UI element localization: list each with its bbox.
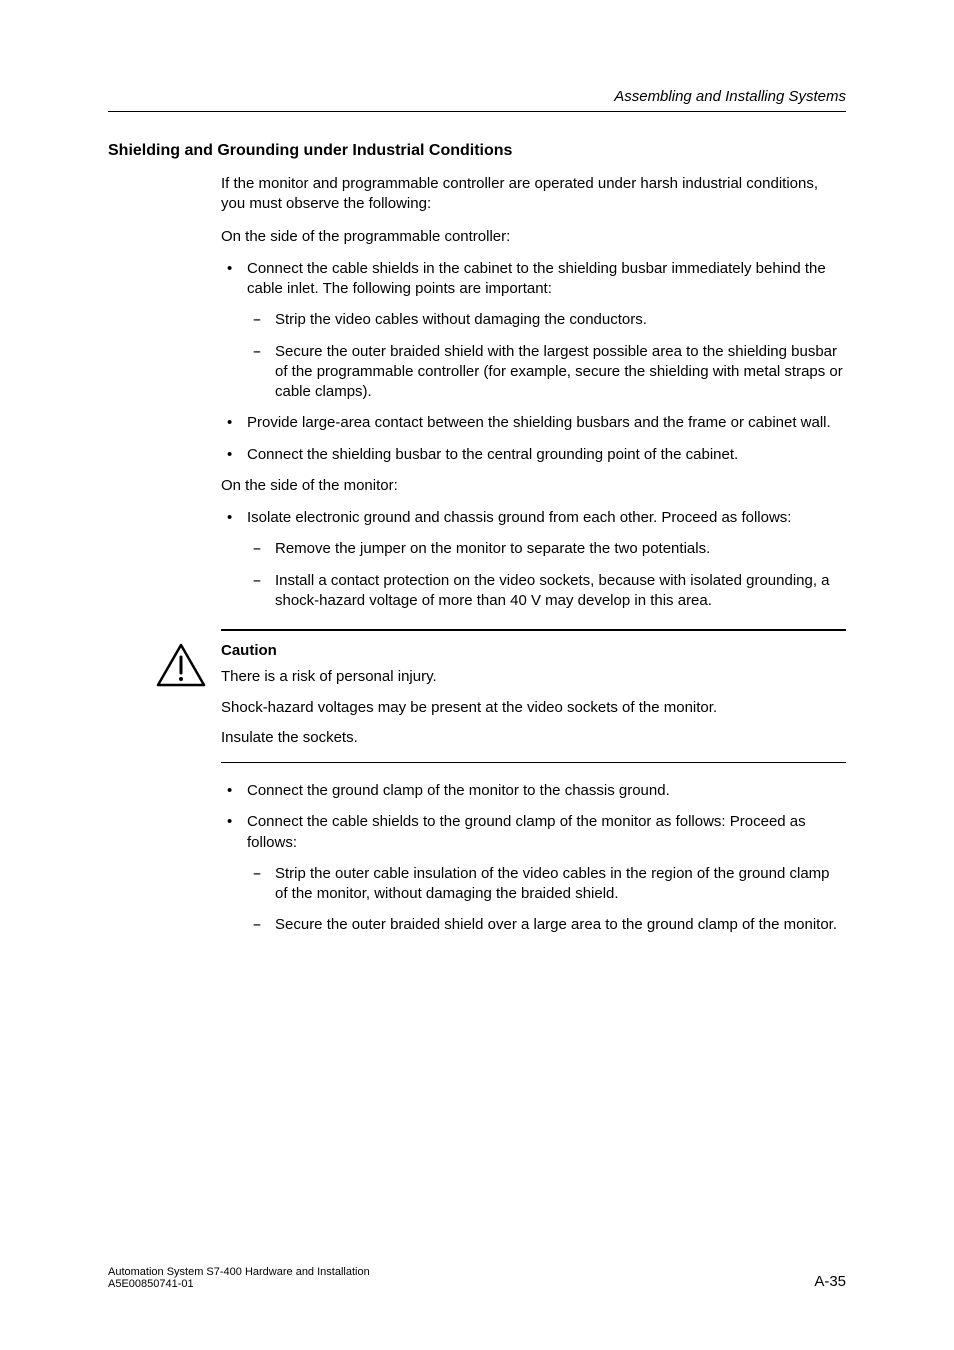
list-item: Strip the outer cable insulation of the … <box>247 864 846 905</box>
warning-icon <box>156 643 206 692</box>
running-header: Assembling and Installing Systems <box>108 88 846 105</box>
list-item: Install a contact protection on the vide… <box>247 571 846 612</box>
bullet-text: Connect the cable shields to the ground … <box>247 813 806 850</box>
bullet-text: Isolate electronic ground and chassis gr… <box>247 509 791 526</box>
pc-bullet-list: Connect the cable shields in the cabinet… <box>221 259 846 465</box>
header-rule: Assembling and Installing Systems <box>108 88 846 112</box>
caution-block: Caution There is a risk of personal inju… <box>108 629 846 763</box>
bullet-text: Connect the cable shields in the cabinet… <box>247 260 826 297</box>
list-item: Provide large-area contact between the s… <box>221 413 846 433</box>
pc-side-intro: On the side of the programmable controll… <box>221 227 846 247</box>
sub-list: Strip the video cables without damaging … <box>247 310 846 402</box>
caution-line: Shock-hazard voltages may be present at … <box>221 698 717 718</box>
list-item: Isolate electronic ground and chassis gr… <box>221 508 846 611</box>
list-item: Secure the outer braided shield over a l… <box>247 915 846 935</box>
caution-line: Insulate the sockets. <box>221 728 717 748</box>
after-caution-list: Connect the ground clamp of the monitor … <box>221 781 846 936</box>
sub-list: Strip the outer cable insulation of the … <box>247 864 846 936</box>
intro-paragraph: If the monitor and programmable controll… <box>221 174 846 215</box>
list-item: Connect the cable shields in the cabinet… <box>221 259 846 403</box>
monitor-side-intro: On the side of the monitor: <box>221 476 846 496</box>
list-item: Remove the jumper on the monitor to sepa… <box>247 539 846 559</box>
monitor-bullet-list: Isolate electronic ground and chassis gr… <box>221 508 846 611</box>
list-item: Connect the ground clamp of the monitor … <box>221 781 846 801</box>
footer-left: Automation System S7-400 Hardware and In… <box>108 1266 370 1290</box>
caution-title: Caution <box>221 641 717 661</box>
list-item: Connect the cable shields to the ground … <box>221 812 846 935</box>
divider <box>221 762 846 763</box>
page-footer: Automation System S7-400 Hardware and In… <box>108 1266 846 1290</box>
list-item: Secure the outer braided shield with the… <box>247 342 846 403</box>
sub-list: Remove the jumper on the monitor to sepa… <box>247 539 846 611</box>
list-item: Strip the video cables without damaging … <box>247 310 846 330</box>
divider <box>221 629 846 631</box>
list-item: Connect the shielding busbar to the cent… <box>221 445 846 465</box>
section-title: Shielding and Grounding under Industrial… <box>108 142 846 160</box>
caution-line: There is a risk of personal injury. <box>221 667 717 687</box>
footer-doc-id: A5E00850741-01 <box>108 1278 370 1290</box>
footer-doc-title: Automation System S7-400 Hardware and In… <box>108 1266 370 1278</box>
page-number: A-35 <box>814 1273 846 1290</box>
